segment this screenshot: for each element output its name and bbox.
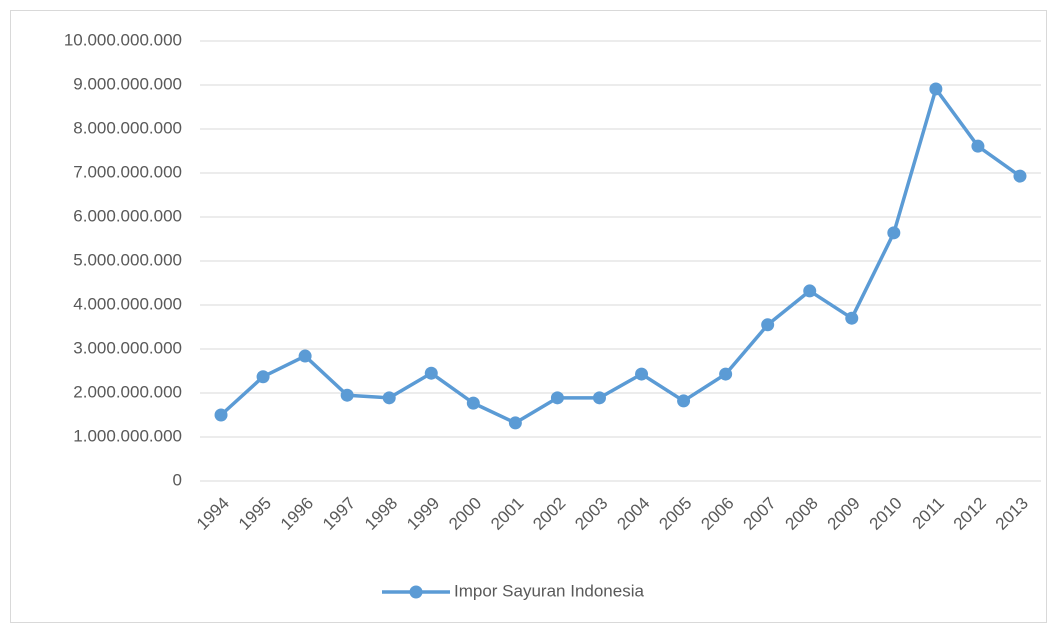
data-point xyxy=(887,226,901,240)
y-tick-label: 3.000.000.000 xyxy=(73,338,182,357)
y-tick-label: 7.000.000.000 xyxy=(73,162,182,181)
data-point xyxy=(256,370,270,384)
y-tick-label: 10.000.000.000 xyxy=(64,30,182,49)
y-tick-label: 2.000.000.000 xyxy=(73,382,182,401)
y-tick-label: 4.000.000.000 xyxy=(73,294,182,313)
data-point xyxy=(719,367,733,381)
data-point xyxy=(214,408,228,422)
data-point xyxy=(592,391,606,405)
data-point xyxy=(803,284,817,298)
y-tick-label: 8.000.000.000 xyxy=(73,118,182,137)
legend-label: Impor Sayuran Indonesia xyxy=(454,581,644,600)
data-point xyxy=(971,139,985,153)
data-point xyxy=(761,318,775,332)
series-line xyxy=(219,87,1021,425)
y-tick-label: 6.000.000.000 xyxy=(73,206,182,225)
data-point xyxy=(298,349,312,363)
y-tick-label: 9.000.000.000 xyxy=(73,74,182,93)
data-point xyxy=(929,82,943,96)
y-tick-label: 5.000.000.000 xyxy=(73,250,182,269)
data-point xyxy=(508,416,522,430)
data-point xyxy=(550,391,564,405)
data-point xyxy=(340,388,354,402)
data-point xyxy=(635,367,649,381)
y-tick-label: 1.000.000.000 xyxy=(73,426,182,445)
data-point xyxy=(466,396,480,410)
chart-frame xyxy=(10,10,1047,623)
legend-marker xyxy=(409,585,423,599)
data-point xyxy=(677,394,691,408)
data-point xyxy=(382,391,396,405)
data-point xyxy=(845,311,859,325)
y-tick-label: 0 xyxy=(173,470,182,489)
data-point xyxy=(424,366,438,380)
data-point xyxy=(1013,169,1027,183)
